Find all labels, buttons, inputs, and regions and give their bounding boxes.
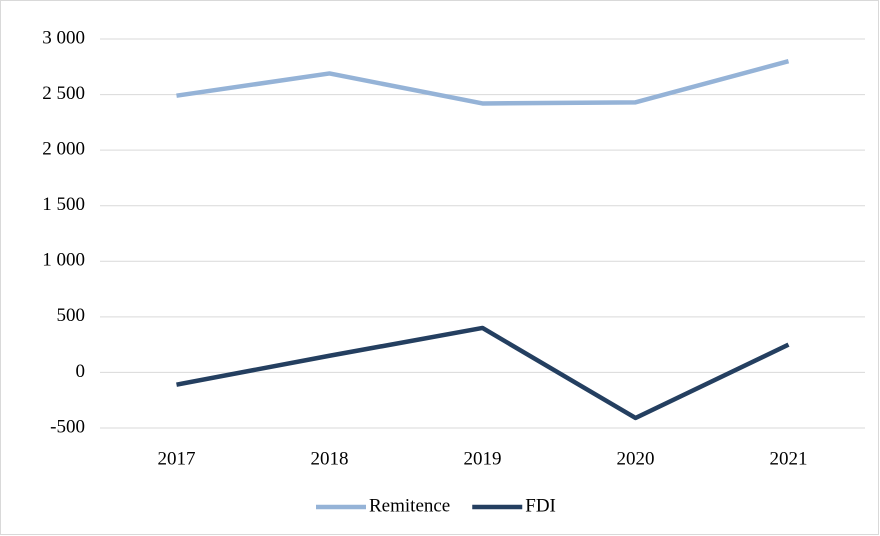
series-line: [176, 325, 790, 421]
legend-label: Remitence: [369, 495, 450, 516]
y-tick-label: 2 500: [42, 83, 85, 104]
y-tick-label: 1 000: [42, 250, 85, 271]
y-tick-label: 2 000: [42, 139, 85, 160]
y-tick-label: 0: [76, 361, 86, 382]
x-tick-label: 2017: [158, 448, 196, 469]
y-tick-label: -500: [50, 416, 85, 437]
y-tick-label: 1 500: [42, 194, 85, 215]
x-tick-label: 2021: [770, 448, 808, 469]
x-tick-label: 2019: [464, 448, 502, 469]
x-tick-label: 2020: [617, 448, 655, 469]
y-tick-label: 500: [57, 305, 86, 326]
y-tick-label: 3 000: [42, 27, 85, 48]
series-line: [176, 59, 790, 106]
legend-label: FDI: [525, 495, 556, 516]
x-tick-label: 2018: [311, 448, 349, 469]
